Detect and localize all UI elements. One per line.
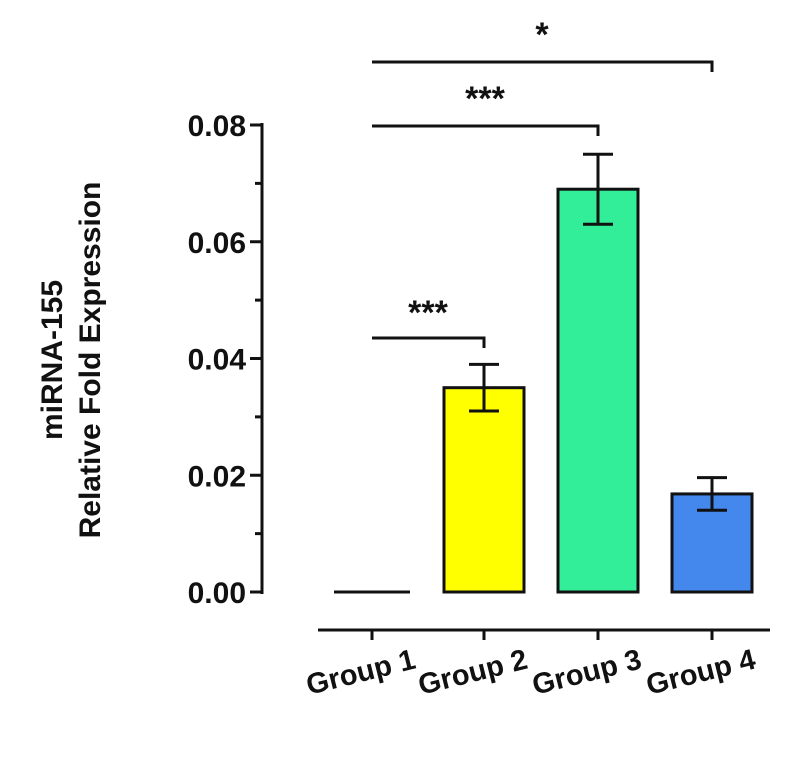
y-tick-label: 0.06 (188, 227, 246, 260)
bar (556, 187, 640, 594)
y-tick-label: 0.08 (188, 110, 246, 143)
y-axis: 0.00 0.02 0.04 0.06 0.08 (188, 110, 264, 610)
significance-label: *** (465, 80, 505, 118)
x-category-label: Group 4 (643, 644, 759, 702)
significance-bracket (372, 124, 600, 136)
y-tick-label: 0.04 (188, 344, 247, 377)
significance-bracket (372, 336, 486, 348)
x-category-label: Group 1 (303, 644, 419, 702)
bars (334, 152, 754, 594)
error-bar (583, 152, 613, 226)
y-axis-label-line: miRNA-155 (36, 280, 69, 440)
bar (442, 386, 526, 594)
error-bar (469, 362, 499, 413)
x-category-label: Group 2 (415, 644, 531, 702)
significance-label: *** (408, 294, 448, 332)
y-tick-label: 0.02 (188, 460, 246, 493)
x-category-label: Group 3 (529, 644, 645, 702)
y-tick-label: 0.00 (188, 577, 246, 610)
error-bar (697, 476, 727, 512)
significance-label: * (535, 16, 549, 54)
significance-bracket (372, 60, 714, 72)
y-axis-label: miRNA-155 Relative Fold Expression (36, 182, 107, 539)
y-axis-label-line: Relative Fold Expression (74, 182, 107, 539)
significance-brackets: ******* (372, 16, 714, 348)
